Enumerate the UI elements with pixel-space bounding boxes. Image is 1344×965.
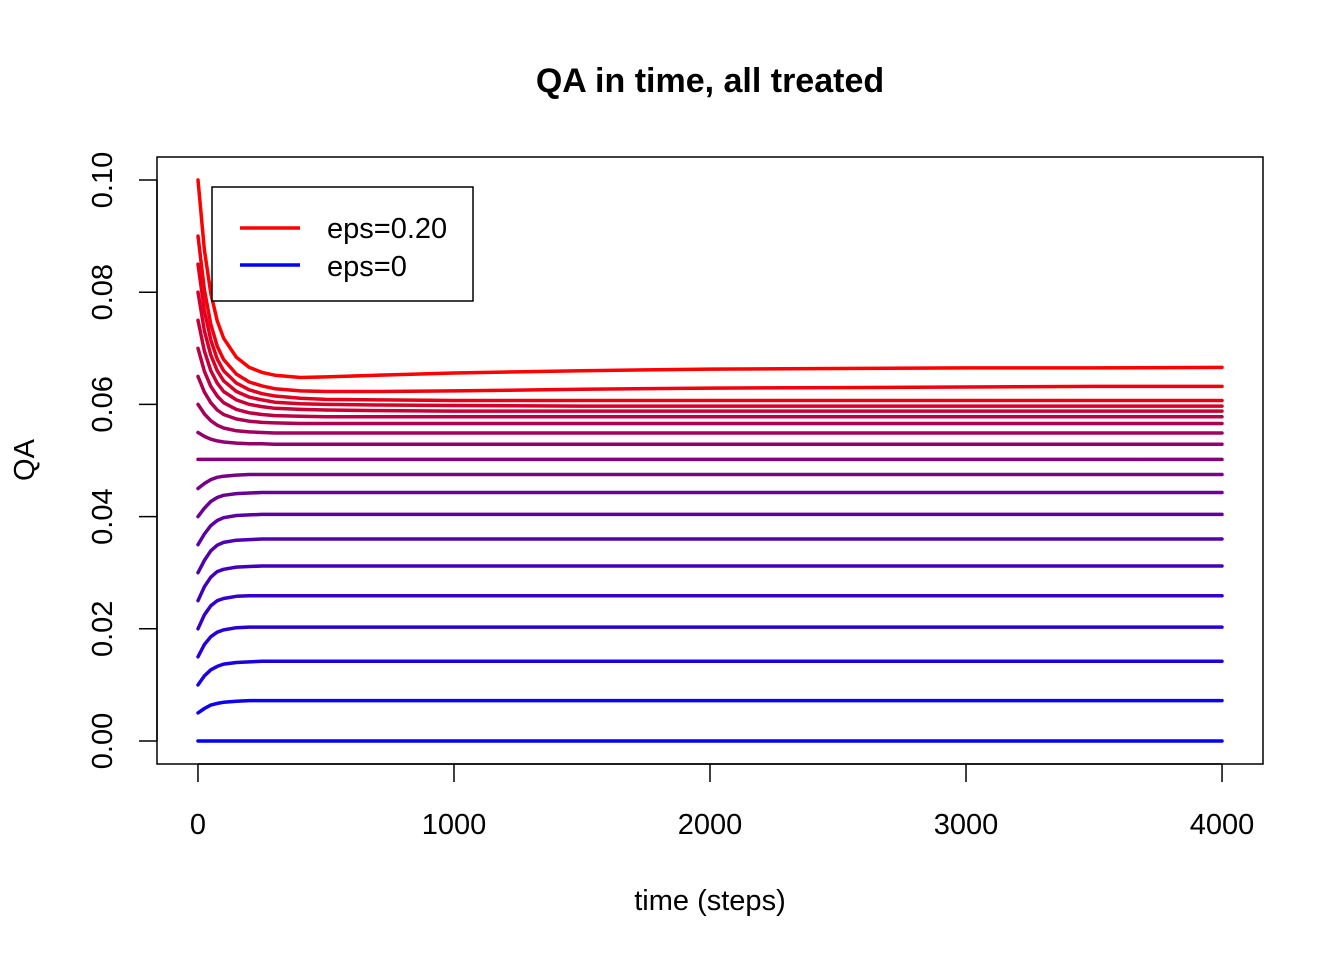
- x-tick-label-0: 0: [190, 809, 206, 841]
- y-tick-label-0: 0.00: [87, 713, 119, 769]
- series-line-14: [196, 346, 1224, 419]
- y-axis: 0.00 0.02 0.04 0.06 0.08 0.10: [87, 152, 158, 769]
- series-line-8: [196, 490, 1224, 519]
- legend: eps=0.20 eps=0: [211, 186, 474, 302]
- legend-label-eps-high: eps=0.20: [327, 213, 447, 245]
- y-tick-label-5: 0.10: [87, 152, 119, 208]
- series-line-4: [196, 593, 1224, 631]
- series-layer: [196, 178, 1224, 743]
- y-axis-label: QA: [9, 438, 41, 481]
- x-tick-label-2: 2000: [678, 809, 743, 841]
- legend-label-eps-zero: eps=0: [327, 251, 407, 283]
- y-tick-label-3: 0.06: [87, 376, 119, 432]
- series-line-17: [196, 262, 1224, 403]
- series-line-13: [196, 374, 1224, 426]
- y-tick-label-1: 0.02: [87, 601, 119, 657]
- x-tick-label-4: 4000: [1190, 809, 1255, 841]
- x-tick-label-3: 3000: [934, 809, 999, 841]
- x-tick-label-1: 1000: [422, 809, 487, 841]
- x-axis: 0 1000 2000 3000 4000: [190, 763, 1255, 841]
- series-line-16: [196, 290, 1224, 408]
- series-line-6: [196, 537, 1224, 575]
- series-line-18: [196, 234, 1224, 394]
- series-line-19: [196, 178, 1224, 380]
- legend-box: [211, 186, 474, 302]
- y-tick-label-2: 0.04: [87, 488, 119, 544]
- chart-title: QA in time, all treated: [536, 62, 884, 100]
- series-line-7: [196, 512, 1224, 547]
- y-tick-label-4: 0.08: [87, 264, 119, 320]
- series-line-5: [196, 564, 1224, 603]
- series-line-1: [196, 698, 1224, 715]
- series-line-11: [196, 430, 1224, 446]
- series-line-2: [196, 659, 1224, 687]
- series-line-12: [196, 402, 1224, 435]
- series-line-9: [196, 472, 1224, 491]
- series-line-3: [196, 625, 1224, 659]
- series-line-15: [196, 318, 1224, 413]
- x-axis-label: time (steps): [634, 885, 785, 917]
